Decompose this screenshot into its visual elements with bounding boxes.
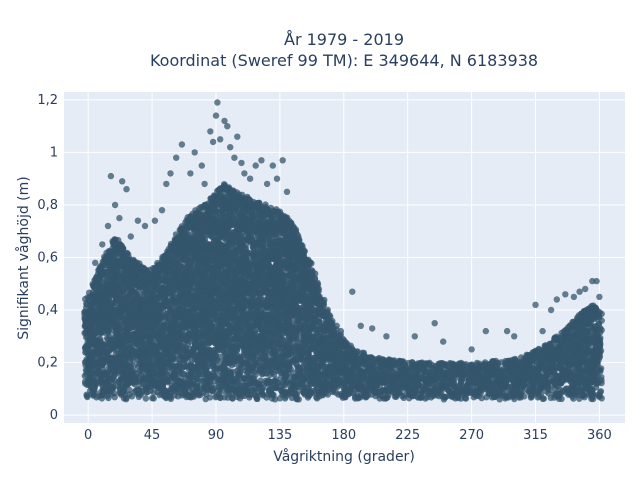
data-point-1718 [150, 395, 157, 402]
data-point-57 [84, 393, 91, 401]
data-point-328 [96, 276, 103, 284]
data-point-977 [120, 287, 127, 294]
data-point-735 [111, 394, 118, 401]
data-points [81, 99, 605, 403]
data-point-1521 [142, 395, 149, 402]
data-point-1101 [126, 386, 133, 394]
data-point-970 [119, 245, 126, 252]
data-point-3366 [206, 394, 214, 401]
data-point-1190 [130, 357, 137, 365]
data-point-709 [111, 377, 118, 384]
data-point-629 [108, 385, 116, 392]
data-point-1192 [130, 362, 137, 370]
